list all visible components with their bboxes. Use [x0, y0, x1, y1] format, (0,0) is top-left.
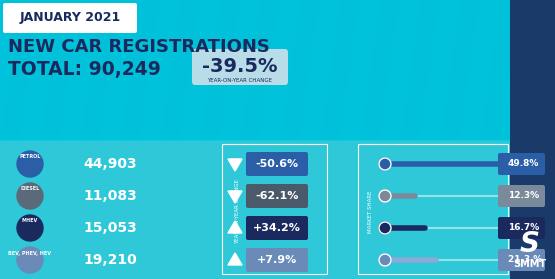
Text: 12.3%: 12.3%: [508, 191, 539, 201]
Polygon shape: [0, 0, 20, 140]
FancyBboxPatch shape: [498, 217, 545, 239]
Polygon shape: [140, 0, 300, 140]
Polygon shape: [380, 0, 540, 140]
Polygon shape: [228, 159, 242, 171]
Text: +7.9%: +7.9%: [257, 255, 297, 265]
Circle shape: [17, 247, 43, 273]
FancyBboxPatch shape: [246, 216, 308, 240]
Circle shape: [379, 190, 391, 202]
Text: 19,210: 19,210: [83, 253, 137, 267]
Circle shape: [17, 215, 43, 241]
Circle shape: [17, 151, 43, 177]
FancyBboxPatch shape: [3, 3, 137, 33]
FancyBboxPatch shape: [0, 0, 555, 140]
FancyBboxPatch shape: [0, 140, 555, 279]
Polygon shape: [220, 0, 380, 140]
Circle shape: [379, 222, 391, 234]
Text: 21.3 %: 21.3 %: [508, 256, 542, 264]
Text: -62.1%: -62.1%: [255, 191, 299, 201]
Text: S: S: [520, 230, 540, 258]
Polygon shape: [0, 0, 140, 140]
Text: PETROL: PETROL: [19, 155, 41, 160]
Text: -50.6%: -50.6%: [255, 159, 299, 169]
Polygon shape: [300, 0, 460, 140]
Polygon shape: [540, 0, 555, 140]
Text: 11,083: 11,083: [83, 189, 137, 203]
Polygon shape: [180, 0, 340, 140]
Polygon shape: [228, 253, 242, 265]
FancyBboxPatch shape: [498, 185, 545, 207]
Text: SMMT: SMMT: [513, 259, 547, 269]
Circle shape: [17, 183, 43, 209]
FancyBboxPatch shape: [510, 0, 555, 279]
Polygon shape: [340, 0, 500, 140]
Polygon shape: [0, 0, 100, 140]
Text: YEAR-ON-YEAR CHANGE: YEAR-ON-YEAR CHANGE: [235, 179, 240, 244]
Text: 16.7%: 16.7%: [508, 223, 539, 232]
FancyBboxPatch shape: [246, 152, 308, 176]
Text: YEAR-ON-YEAR CHANGE: YEAR-ON-YEAR CHANGE: [208, 78, 273, 83]
Polygon shape: [500, 0, 555, 140]
Text: DIESEL: DIESEL: [21, 186, 39, 191]
Polygon shape: [460, 0, 555, 140]
Polygon shape: [100, 0, 260, 140]
Polygon shape: [0, 0, 60, 140]
FancyBboxPatch shape: [246, 184, 308, 208]
FancyBboxPatch shape: [498, 153, 545, 175]
Text: 44,903: 44,903: [83, 157, 137, 171]
Polygon shape: [420, 0, 555, 140]
Text: JANUARY 2021: JANUARY 2021: [19, 11, 120, 25]
Text: TOTAL: 90,249: TOTAL: 90,249: [8, 59, 161, 78]
Text: 49.8%: 49.8%: [508, 160, 539, 169]
Text: 15,053: 15,053: [83, 221, 137, 235]
Text: NEW CAR REGISTRATIONS: NEW CAR REGISTRATIONS: [8, 38, 270, 56]
Circle shape: [379, 254, 391, 266]
Polygon shape: [228, 191, 242, 203]
FancyBboxPatch shape: [246, 248, 308, 272]
Polygon shape: [60, 0, 220, 140]
Text: MHEV: MHEV: [22, 218, 38, 223]
Polygon shape: [20, 0, 180, 140]
Circle shape: [379, 158, 391, 170]
FancyBboxPatch shape: [498, 249, 545, 271]
Text: +34.2%: +34.2%: [253, 223, 301, 233]
Polygon shape: [260, 0, 420, 140]
Text: MARKET SHARE: MARKET SHARE: [367, 191, 372, 233]
Text: BEV, PHEV, HEV: BEV, PHEV, HEV: [8, 251, 52, 256]
FancyBboxPatch shape: [192, 49, 288, 85]
Polygon shape: [228, 221, 242, 233]
Text: -39.5%: -39.5%: [202, 57, 278, 76]
